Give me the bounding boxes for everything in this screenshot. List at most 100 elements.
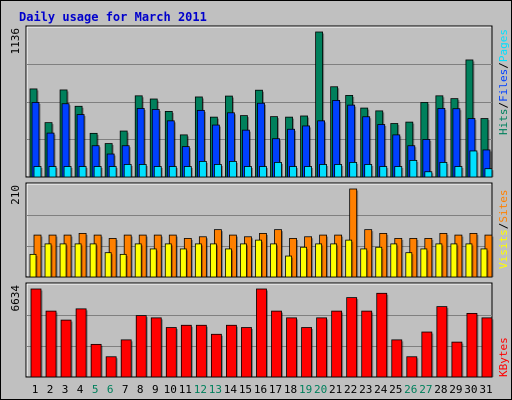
visits-bar bbox=[420, 248, 428, 278]
pages-bar bbox=[409, 160, 418, 178]
pages-bar bbox=[213, 164, 222, 178]
visits-bar bbox=[74, 243, 82, 278]
visits-bar bbox=[315, 243, 323, 278]
visits-bar bbox=[44, 243, 52, 278]
kbytes-bar bbox=[180, 324, 192, 378]
visits-bar bbox=[285, 255, 292, 278]
day-label: 10 bbox=[164, 383, 177, 396]
kbytes-bar bbox=[256, 288, 267, 378]
pages-bar bbox=[379, 166, 388, 178]
pages-bar bbox=[454, 166, 463, 178]
kbytes-bar bbox=[30, 288, 42, 378]
kbytes-bar bbox=[45, 310, 57, 378]
pages-bar bbox=[78, 166, 87, 178]
visits-bar bbox=[300, 246, 307, 278]
pages-bar bbox=[93, 166, 102, 178]
pages-bar bbox=[349, 162, 358, 178]
visits-bar bbox=[480, 248, 488, 278]
sites-bar bbox=[349, 188, 358, 278]
day-label: 22 bbox=[344, 383, 357, 396]
day-label: 23 bbox=[359, 383, 372, 396]
day-label: 13 bbox=[209, 383, 222, 396]
legend-kbytes: KBytes bbox=[497, 337, 510, 377]
day-label: 1 bbox=[32, 383, 39, 396]
pages-bar bbox=[198, 161, 207, 178]
visits-bar bbox=[435, 243, 443, 278]
visits-bar bbox=[405, 252, 413, 278]
day-label: 24 bbox=[374, 383, 388, 396]
legend-entry: Files bbox=[497, 69, 510, 102]
visits-bar bbox=[330, 243, 338, 278]
visits-bar bbox=[345, 239, 353, 278]
day-label: 18 bbox=[284, 383, 297, 396]
day-label: 28 bbox=[434, 383, 447, 396]
kbytes-bar bbox=[406, 356, 418, 378]
files-bar bbox=[31, 102, 40, 178]
day-label: 2 bbox=[47, 383, 54, 396]
kbytes-bar bbox=[75, 308, 87, 378]
legend-entry: Sites bbox=[497, 190, 510, 223]
files-bar bbox=[257, 102, 265, 178]
kbytes-bar bbox=[60, 319, 72, 378]
pages-bar bbox=[394, 166, 403, 178]
legend-entry: Pages bbox=[497, 29, 510, 62]
legend-entry: / bbox=[497, 223, 510, 230]
visits-bar bbox=[255, 239, 262, 278]
visits-bar bbox=[390, 243, 398, 278]
day-label: 9 bbox=[152, 383, 159, 396]
kbytes-bar bbox=[436, 306, 448, 378]
day-label: 8 bbox=[137, 383, 144, 396]
chart-title: Daily usage for March 2011 bbox=[19, 10, 207, 24]
pages-bar bbox=[289, 166, 297, 178]
kbytes-bar bbox=[150, 317, 162, 378]
kbytes-bar bbox=[376, 292, 388, 378]
pages-bar bbox=[48, 166, 57, 178]
visits-bar bbox=[240, 243, 247, 278]
legend-entry: / bbox=[497, 62, 510, 69]
day-label: 5 bbox=[92, 383, 99, 396]
pages-bar bbox=[364, 164, 373, 178]
pages-bar bbox=[153, 166, 162, 178]
y-max-label: 210 bbox=[9, 185, 22, 205]
kbytes-bar bbox=[241, 327, 252, 378]
visits-bar bbox=[360, 248, 368, 278]
legend-entry: Visits bbox=[497, 229, 510, 269]
day-label: 17 bbox=[269, 383, 282, 396]
legend-visits-sites: Visits/Sites bbox=[497, 190, 510, 270]
pages-bar bbox=[319, 164, 328, 178]
pages-bar bbox=[63, 166, 72, 178]
pages-bar bbox=[439, 162, 448, 178]
visits-bar bbox=[225, 248, 232, 278]
pages-bar bbox=[138, 164, 147, 178]
day-label: 6 bbox=[107, 383, 114, 396]
kbytes-bar bbox=[331, 310, 343, 378]
visits-bar bbox=[194, 243, 202, 278]
kbytes-bar bbox=[135, 315, 147, 378]
day-label: 12 bbox=[194, 383, 207, 396]
day-label: 20 bbox=[314, 383, 327, 396]
kbytes-bar bbox=[466, 312, 478, 378]
y-max-label: 1136 bbox=[9, 28, 22, 55]
pages-bar bbox=[274, 162, 282, 178]
legend-hits-files-pages: Hits/Files/Pages bbox=[497, 29, 510, 135]
kbytes-bar bbox=[195, 324, 207, 378]
day-label: 25 bbox=[389, 383, 402, 396]
day-label: 7 bbox=[122, 383, 129, 396]
legend-entry: / bbox=[497, 102, 510, 109]
kbytes-bar bbox=[120, 339, 132, 378]
files-bar bbox=[61, 103, 70, 178]
kbytes-bar bbox=[90, 343, 102, 378]
visits-bar bbox=[450, 243, 458, 278]
pages-bar bbox=[484, 168, 493, 178]
kbytes-bar bbox=[481, 317, 493, 378]
legend-entry: Hits bbox=[497, 109, 510, 136]
kbytes-bar bbox=[210, 333, 222, 378]
kbytes-bar bbox=[105, 356, 117, 378]
day-label: 11 bbox=[179, 383, 192, 396]
pages-bar bbox=[424, 171, 433, 178]
visits-bar bbox=[164, 243, 172, 278]
visits-bar bbox=[209, 243, 217, 278]
kbytes-bar bbox=[451, 341, 463, 378]
